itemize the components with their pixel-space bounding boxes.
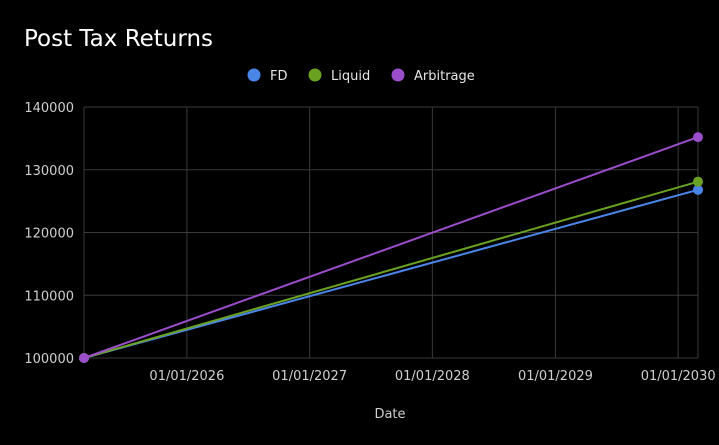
- x-tick-label: 01/01/2028: [395, 369, 470, 384]
- y-tick-label: 140000: [24, 101, 74, 116]
- data-point-arbitrage: [79, 353, 89, 363]
- y-tick-label: 120000: [24, 227, 74, 242]
- legend-label-arbitrage: Arbitrage: [414, 69, 475, 84]
- series-line-arbitrage: [83, 136, 699, 359]
- series-line-liquid: [83, 180, 699, 359]
- y-tick-label: 100000: [24, 352, 74, 367]
- y-axis: 100000 110000 120000 130000 140000: [24, 101, 74, 367]
- data-point-fd: [693, 184, 703, 195]
- chart-title: Post Tax Returns: [24, 26, 213, 52]
- x-tick-label: 01/01/2029: [518, 369, 593, 384]
- y-tick-label: 130000: [24, 164, 74, 179]
- x-tick-label: 01/01/2026: [149, 369, 224, 384]
- legend-label-liquid: Liquid: [331, 69, 370, 84]
- x-axis: 01/01/2026 01/01/2027 01/01/2028 01/01/2029…: [149, 369, 715, 384]
- legend-marker-liquid: [308, 68, 322, 82]
- x-tick-label: 01/01/2030: [641, 369, 716, 384]
- data-point-liquid: [693, 176, 703, 187]
- grid: [83, 106, 699, 359]
- x-tick-label: 01/01/2027: [272, 369, 347, 384]
- series-group: [79, 132, 703, 363]
- legend-label-fd: FD: [270, 69, 288, 84]
- x-axis-title: Date: [374, 407, 405, 422]
- legend: FD Liquid Arbitrage: [247, 68, 475, 84]
- legend-marker-fd: [247, 68, 261, 82]
- y-tick-label: 110000: [24, 289, 74, 304]
- data-point-arbitrage: [693, 132, 703, 143]
- series-line-fd: [83, 188, 699, 359]
- legend-marker-arbitrage: [391, 68, 405, 82]
